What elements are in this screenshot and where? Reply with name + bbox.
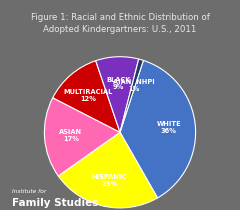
Text: WHITE
36%: WHITE 36%	[156, 121, 181, 134]
Wedge shape	[96, 57, 139, 132]
Text: Family Studies: Family Studies	[12, 198, 98, 208]
Wedge shape	[120, 59, 143, 132]
Wedge shape	[58, 132, 157, 208]
Text: HISPANIC
23%: HISPANIC 23%	[92, 174, 127, 187]
Text: AIAN, NHPI
1%: AIAN, NHPI 1%	[113, 79, 155, 92]
Text: MULTIRACIAL
12%: MULTIRACIAL 12%	[63, 89, 113, 102]
Wedge shape	[120, 60, 196, 198]
Wedge shape	[44, 98, 120, 176]
Wedge shape	[53, 61, 120, 132]
Text: BLACK
9%: BLACK 9%	[106, 77, 130, 90]
Text: ASIAN
17%: ASIAN 17%	[60, 129, 83, 142]
Title: Figure 1: Racial and Ethnic Distribution of
Adopted Kindergartners: U.S., 2011: Figure 1: Racial and Ethnic Distribution…	[30, 13, 210, 34]
Text: Institute for: Institute for	[12, 189, 46, 194]
